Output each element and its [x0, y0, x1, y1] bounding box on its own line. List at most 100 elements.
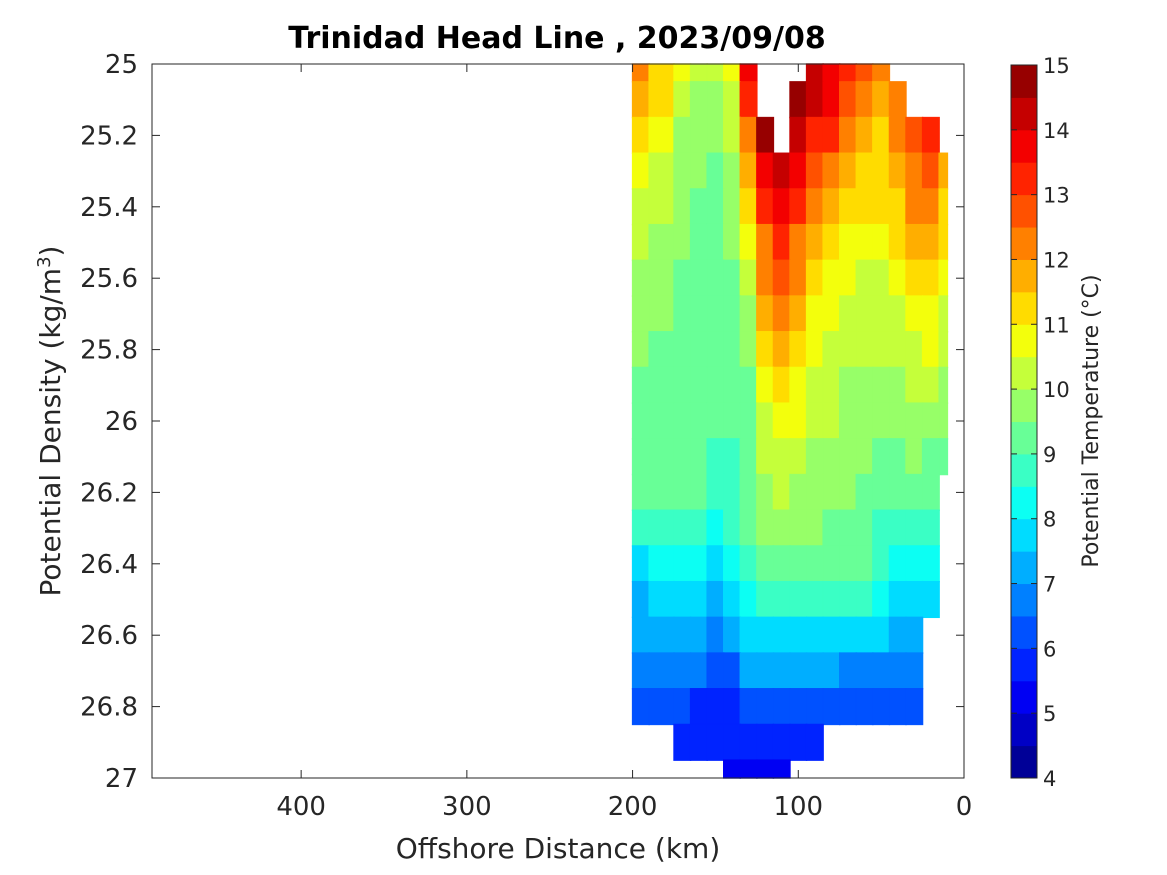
contour-cell	[872, 295, 891, 333]
contour-cell	[689, 616, 708, 654]
contour-cell	[905, 223, 924, 262]
contour-cell	[756, 616, 775, 654]
contour-cell	[822, 331, 841, 369]
contour-cell	[839, 63, 857, 83]
colorbar-tick-label: 12	[1043, 248, 1070, 272]
contour-cell	[822, 545, 841, 583]
contour-cell	[839, 545, 857, 583]
contour-cell	[772, 723, 791, 761]
contour-cell	[631, 295, 650, 333]
colorbar-band	[1011, 745, 1037, 779]
contour-cell	[631, 545, 650, 583]
colorbar-bands	[1011, 65, 1037, 779]
colorbar-tick-label: 14	[1043, 119, 1070, 143]
contour-cell	[822, 580, 841, 619]
contour-cell	[888, 652, 907, 690]
colorbar-band	[1011, 713, 1037, 747]
colorbar-band	[1011, 389, 1037, 422]
contour-cell	[689, 223, 708, 262]
contour-cell	[888, 152, 907, 190]
contour-cell	[921, 473, 940, 511]
contour-cell	[839, 688, 857, 726]
contour-cell	[789, 688, 808, 726]
contour-cell	[905, 116, 924, 154]
colorbar-band	[1011, 680, 1037, 714]
contour-cell	[756, 331, 775, 369]
contour-cell	[772, 759, 791, 779]
contour-cell	[706, 438, 725, 476]
contour-cell	[723, 152, 741, 190]
contour-cell	[855, 688, 874, 726]
contour-cell	[921, 580, 940, 619]
contour-cell	[839, 509, 857, 547]
contour-cell	[739, 402, 758, 440]
contour-cell	[772, 188, 791, 226]
contour-cell	[706, 723, 725, 761]
contour-cell	[739, 331, 758, 369]
contour-cell	[855, 652, 874, 690]
contour-cell	[839, 366, 857, 404]
contour-cell	[631, 366, 650, 404]
contour-cell	[648, 438, 675, 476]
colorbar-ticks: 4 5 6 7 8 9 10 11 12 13 14 15	[1011, 54, 1070, 791]
contour-cell	[822, 688, 841, 726]
contour-cell	[938, 331, 949, 369]
contour-cell	[631, 81, 650, 119]
contour-cell	[855, 81, 874, 119]
contour-cell	[888, 81, 907, 119]
contour-cell	[872, 652, 891, 690]
contour-cell	[631, 580, 650, 619]
contour-cell	[839, 116, 857, 154]
contour-cell	[855, 63, 874, 83]
contour-cell	[888, 188, 907, 226]
contour-cell	[756, 509, 775, 547]
colorbar-band	[1011, 162, 1037, 196]
contour-cell	[805, 81, 824, 119]
contour-cell	[789, 473, 808, 511]
contour-cell	[772, 438, 791, 476]
contour-cell	[839, 188, 857, 226]
colorbar-band	[1011, 518, 1037, 552]
contour-cell	[723, 723, 741, 761]
contour-cell	[739, 616, 758, 654]
y-axis-ticks: 25 25.2 25.4 25.6 25.8 26 26.2 26.4 26.6 26.8 27	[80, 50, 964, 794]
contour-cell	[648, 509, 675, 547]
contour-cell	[921, 438, 940, 476]
contour-cell	[706, 188, 725, 226]
colorbar-band	[1011, 453, 1037, 487]
contour-cell	[938, 366, 949, 404]
contour-cell	[789, 509, 808, 547]
contour-cell	[648, 331, 675, 369]
contour-cell	[822, 152, 841, 190]
contour-cell	[822, 366, 841, 404]
contour-cell	[631, 402, 650, 440]
contour-cell	[706, 81, 725, 119]
contour-cell	[789, 402, 808, 440]
contour-cell	[739, 116, 758, 154]
contour-cell	[772, 223, 791, 262]
contour-cell	[772, 295, 791, 333]
contour-cell	[855, 152, 874, 190]
contour-cell	[673, 402, 692, 440]
contour-cell	[648, 473, 675, 511]
contour-cell	[631, 473, 650, 511]
y-tick-label: 26.4	[80, 550, 138, 580]
contour-cell	[905, 402, 924, 440]
contour-cell	[723, 402, 741, 440]
contour-cell	[789, 259, 808, 297]
contour-cell	[805, 580, 824, 619]
contour-cell	[872, 223, 891, 262]
contour-cell	[756, 652, 775, 690]
contour-cell	[921, 366, 940, 404]
contour-cell	[706, 509, 725, 547]
contour-cell	[739, 366, 758, 404]
contour-cell	[888, 473, 907, 511]
contour-cell	[789, 545, 808, 583]
contour-cell	[789, 188, 808, 226]
contour-cell	[789, 652, 808, 690]
contour-cell	[648, 81, 675, 119]
contour-cell	[905, 259, 924, 297]
contour-cell	[756, 688, 775, 726]
contour-cell	[872, 688, 891, 726]
colorbar: 4 5 6 7 8 9 10 11 12 13 14 15 Potential Temperature…	[1010, 54, 1104, 791]
